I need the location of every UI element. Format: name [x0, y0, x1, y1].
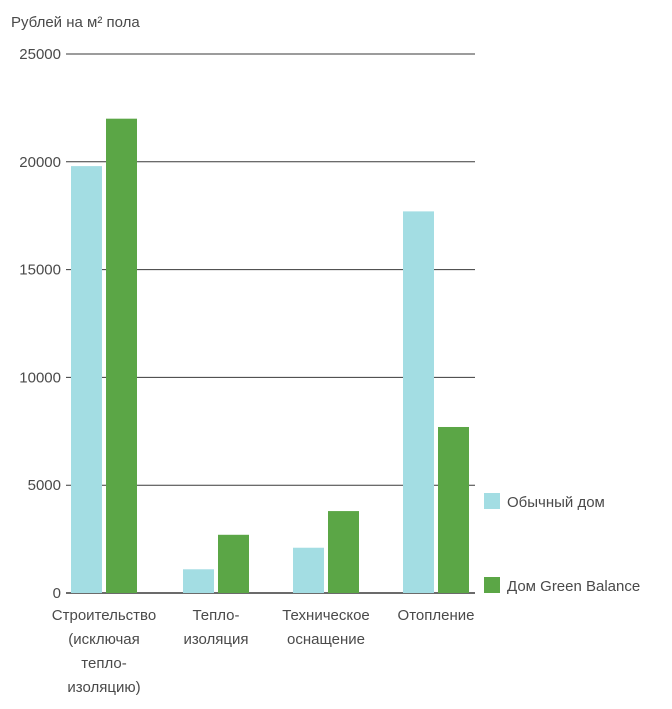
bar [293, 547, 324, 593]
x-tick-label: изоляция [183, 631, 248, 648]
x-tick-label: Техническое [282, 607, 370, 624]
x-tick-label: изоляцию) [67, 679, 140, 696]
y-tick-label: 10000 [19, 369, 61, 386]
bar [438, 426, 469, 593]
x-tick-label: (исключая [68, 631, 140, 648]
x-tick-label: Строительство [52, 607, 156, 624]
x-tick-label: тепло- [81, 655, 126, 672]
legend: Обычный дом Дом Green Balance [484, 493, 640, 595]
y-tick-label: 25000 [19, 46, 61, 63]
bar [183, 569, 214, 593]
bars [71, 118, 469, 594]
bar [106, 118, 137, 594]
legend-label: Дом Green Balance [507, 578, 640, 595]
bar [328, 511, 359, 593]
bar [403, 211, 434, 593]
x-tick-label: Тепло- [192, 607, 239, 624]
legend-swatch [484, 577, 500, 593]
y-tick-label: 5000 [28, 477, 61, 494]
legend-swatch [484, 493, 500, 509]
legend-label: Обычный дом [507, 494, 605, 511]
bar [71, 166, 102, 593]
y-tick-label: 20000 [19, 154, 61, 171]
x-tick-labels: Строительство (исключая тепло-изоляцию) Теп… [52, 607, 475, 696]
y-tick-label: 15000 [19, 262, 61, 279]
x-tick-label: Отопление [398, 607, 475, 624]
y-tick-labels: 0 5000 10000 15000 20000 25000 [19, 46, 61, 602]
x-tick-label: оснащение [287, 631, 365, 648]
y-tick-label: 0 [53, 585, 61, 602]
y-axis-label: Рублей на м² пола [11, 14, 140, 31]
bar [218, 534, 249, 593]
